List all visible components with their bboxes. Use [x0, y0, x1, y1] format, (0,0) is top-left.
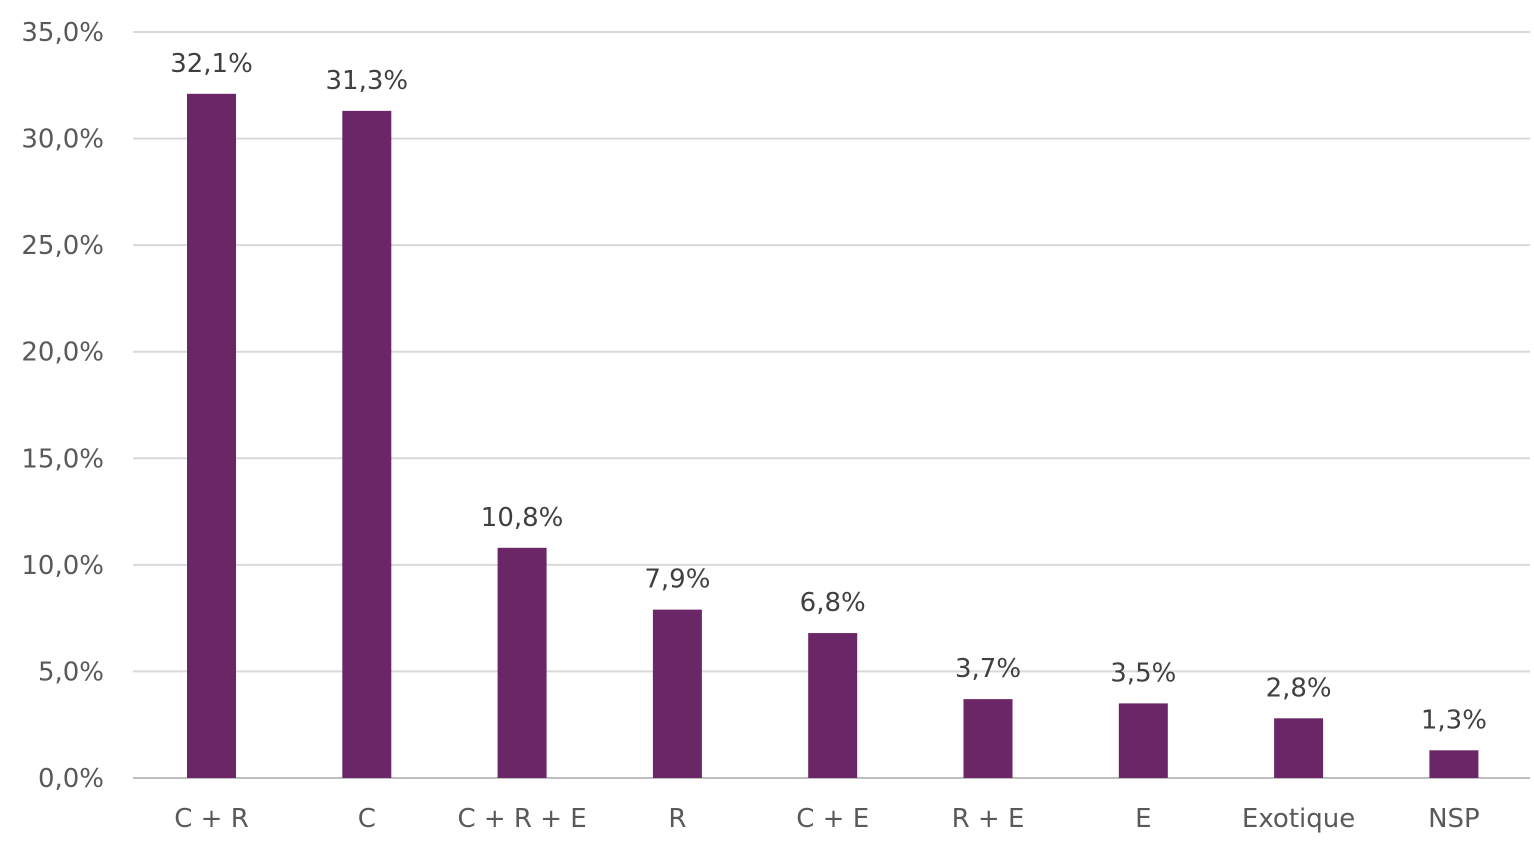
y-axis-tick-labels: 0,0% 5,0% 10,0% 15,0% 20,0% 25,0% 30,0% 35,0%: [21, 18, 104, 794]
x-tick-label: NSP: [1428, 804, 1480, 834]
y-tick-label: 35,0%: [21, 18, 104, 48]
bar: [1429, 750, 1479, 778]
y-tick-label: 15,0%: [21, 444, 104, 474]
bars: [187, 93, 1479, 779]
y-tick-label: 20,0%: [21, 338, 104, 368]
bar: [497, 547, 547, 778]
x-tick-label: R: [668, 804, 686, 834]
data-label: 7,9%: [644, 565, 710, 595]
bar: [808, 633, 858, 778]
y-tick-label: 0,0%: [38, 764, 104, 794]
bar: [342, 110, 392, 778]
data-label: 1,3%: [1421, 705, 1487, 735]
y-tick-label: 25,0%: [21, 231, 104, 261]
data-label: 32,1%: [170, 49, 253, 79]
data-label: 31,3%: [325, 66, 408, 96]
bar: [1118, 703, 1168, 778]
data-label: 6,8%: [800, 588, 866, 618]
data-labels: 32,1% 31,3% 10,8% 7,9% 6,8% 3,7% 3,5% 2,8% 1,3%: [170, 49, 1487, 735]
bar: [1274, 718, 1324, 778]
x-tick-label: Exotique: [1242, 804, 1355, 834]
bar: [652, 609, 702, 778]
x-tick-label: C + R: [174, 804, 249, 834]
data-label: 3,7%: [955, 654, 1021, 684]
data-label: 10,8%: [481, 503, 564, 533]
y-tick-label: 30,0%: [21, 125, 104, 155]
x-tick-label: C + R + E: [457, 804, 586, 834]
x-tick-label: R + E: [952, 804, 1025, 834]
x-axis-tick-labels: C + R C C + R + E R C + E R + E E Exotique NSP: [174, 804, 1479, 834]
data-label: 2,8%: [1266, 673, 1332, 703]
y-tick-label: 5,0%: [38, 657, 104, 687]
x-tick-label: C: [358, 804, 376, 834]
bar: [187, 93, 236, 779]
bar: [963, 699, 1013, 778]
x-tick-label: C + E: [796, 804, 869, 834]
data-label: 3,5%: [1110, 658, 1176, 688]
y-tick-label: 10,0%: [21, 551, 104, 581]
x-tick-label: E: [1135, 804, 1151, 834]
